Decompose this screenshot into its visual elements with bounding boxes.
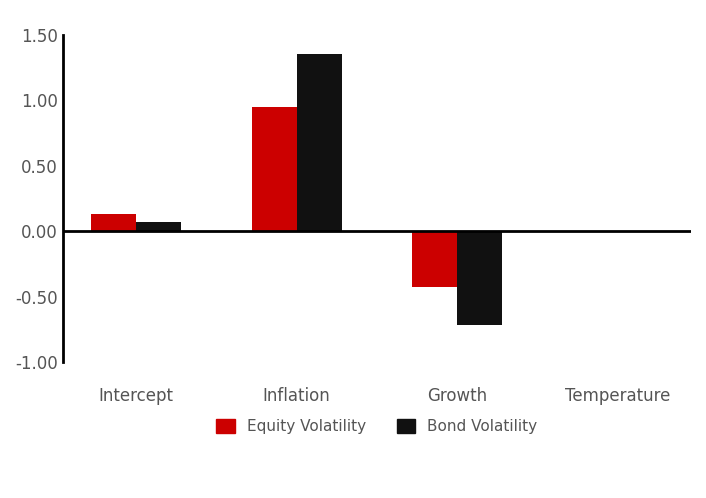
- Bar: [457, 231, 502, 326]
- Bar: [297, 54, 342, 231]
- Bar: [136, 222, 181, 231]
- Bar: [91, 214, 136, 231]
- Bar: [412, 231, 457, 287]
- Legend: Equity Volatility, Bond Volatility: Equity Volatility, Bond Volatility: [210, 413, 544, 440]
- Bar: [251, 107, 297, 231]
